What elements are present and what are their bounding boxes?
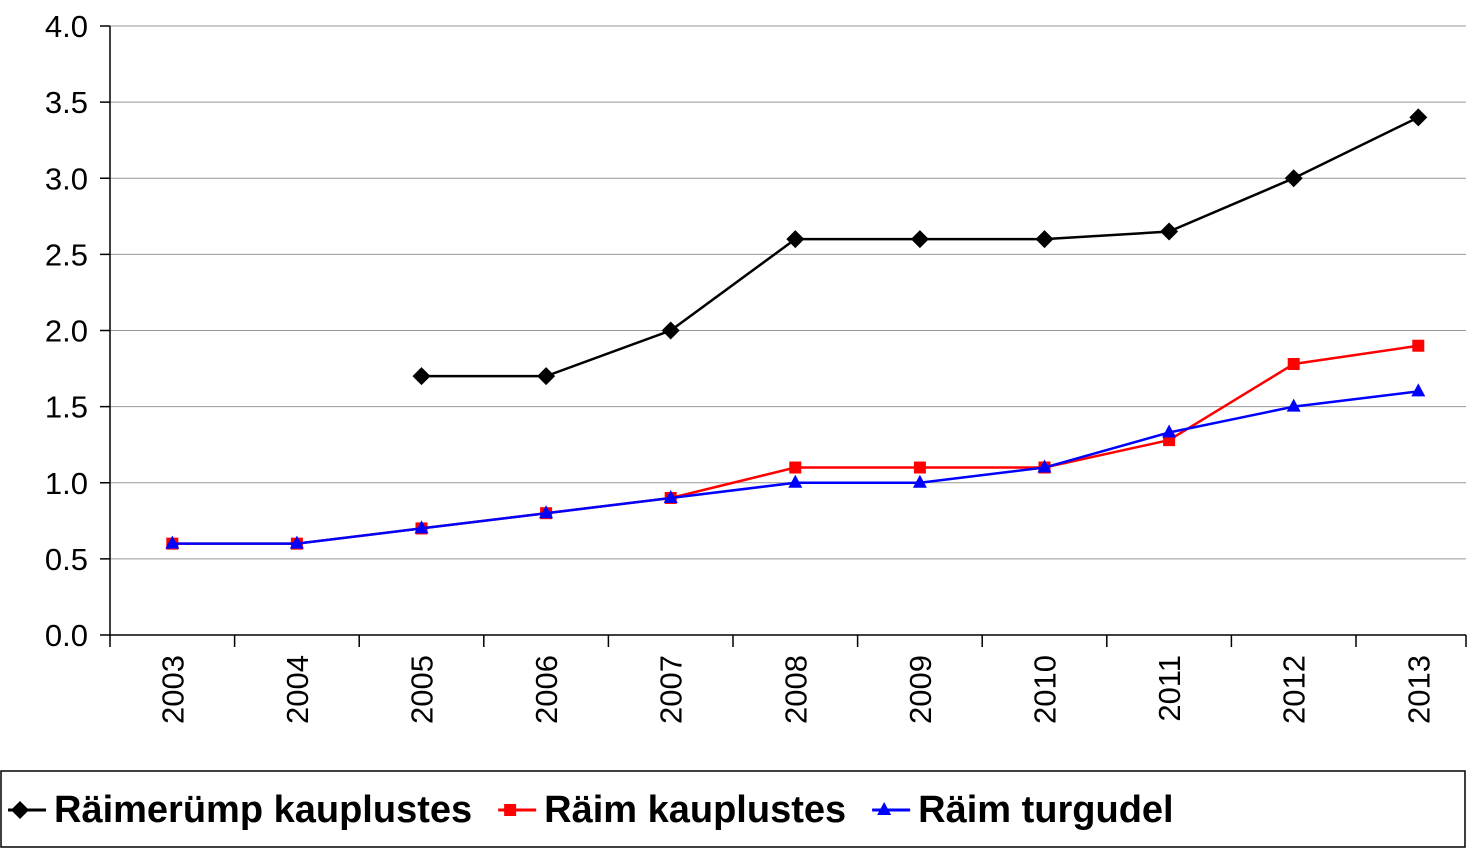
data-point — [913, 461, 926, 474]
data-point — [910, 230, 929, 249]
legend-label: Räim kauplustes — [544, 789, 846, 831]
x-tick-label: 2005 — [405, 655, 440, 724]
x-tick-label: 2012 — [1277, 655, 1312, 724]
y-tick-label: 1.0 — [45, 466, 88, 501]
data-point — [1412, 339, 1425, 352]
y-tick-label: 2.5 — [45, 237, 88, 272]
x-tick-label: 2011 — [1152, 655, 1187, 722]
y-tick-label: 0.5 — [45, 542, 88, 577]
data-point — [1160, 222, 1179, 241]
data-point — [289, 535, 304, 549]
y-tick-label: 1.5 — [45, 390, 88, 425]
legend-box — [0, 770, 1466, 848]
data-point — [1409, 108, 1428, 127]
data-point — [414, 520, 429, 534]
data-point — [1287, 357, 1300, 370]
data-point — [786, 230, 805, 249]
legend-label: Räim turgudel — [918, 789, 1173, 831]
data-point — [539, 505, 554, 519]
y-tick-label: 2.0 — [45, 314, 88, 349]
data-point — [661, 321, 680, 340]
x-tick-label: 2003 — [155, 655, 190, 724]
data-point — [1284, 169, 1303, 188]
data-point — [1286, 398, 1301, 412]
data-point — [537, 367, 556, 386]
legend-marker — [11, 801, 29, 819]
data-point — [1037, 459, 1052, 473]
series-line — [172, 344, 1419, 545]
x-tick-label: 2009 — [903, 655, 938, 724]
y-tick-label: 0.0 — [45, 618, 88, 653]
data-point — [788, 474, 803, 488]
x-tick-label: 2007 — [654, 655, 689, 724]
y-tick-label: 3.0 — [45, 161, 88, 196]
x-tick-label: 2006 — [529, 655, 564, 724]
x-tick-label: 2010 — [1028, 655, 1063, 724]
legend-marker — [504, 804, 517, 816]
data-point — [663, 489, 678, 503]
data-point — [1411, 383, 1426, 397]
data-point — [789, 461, 802, 474]
x-tick-label: 2008 — [778, 655, 813, 724]
data-point — [165, 535, 180, 549]
data-point — [412, 367, 431, 386]
y-tick-label: 4.0 — [45, 9, 88, 44]
x-tick-label: 2013 — [1401, 655, 1436, 724]
legend-label: Räimerümp kauplustes — [54, 789, 472, 831]
data-point — [912, 474, 927, 488]
y-tick-label: 3.5 — [45, 85, 88, 120]
legend-marker — [877, 802, 892, 815]
x-tick-label: 2004 — [280, 655, 315, 724]
data-point — [1035, 230, 1054, 249]
data-point — [1162, 424, 1177, 438]
